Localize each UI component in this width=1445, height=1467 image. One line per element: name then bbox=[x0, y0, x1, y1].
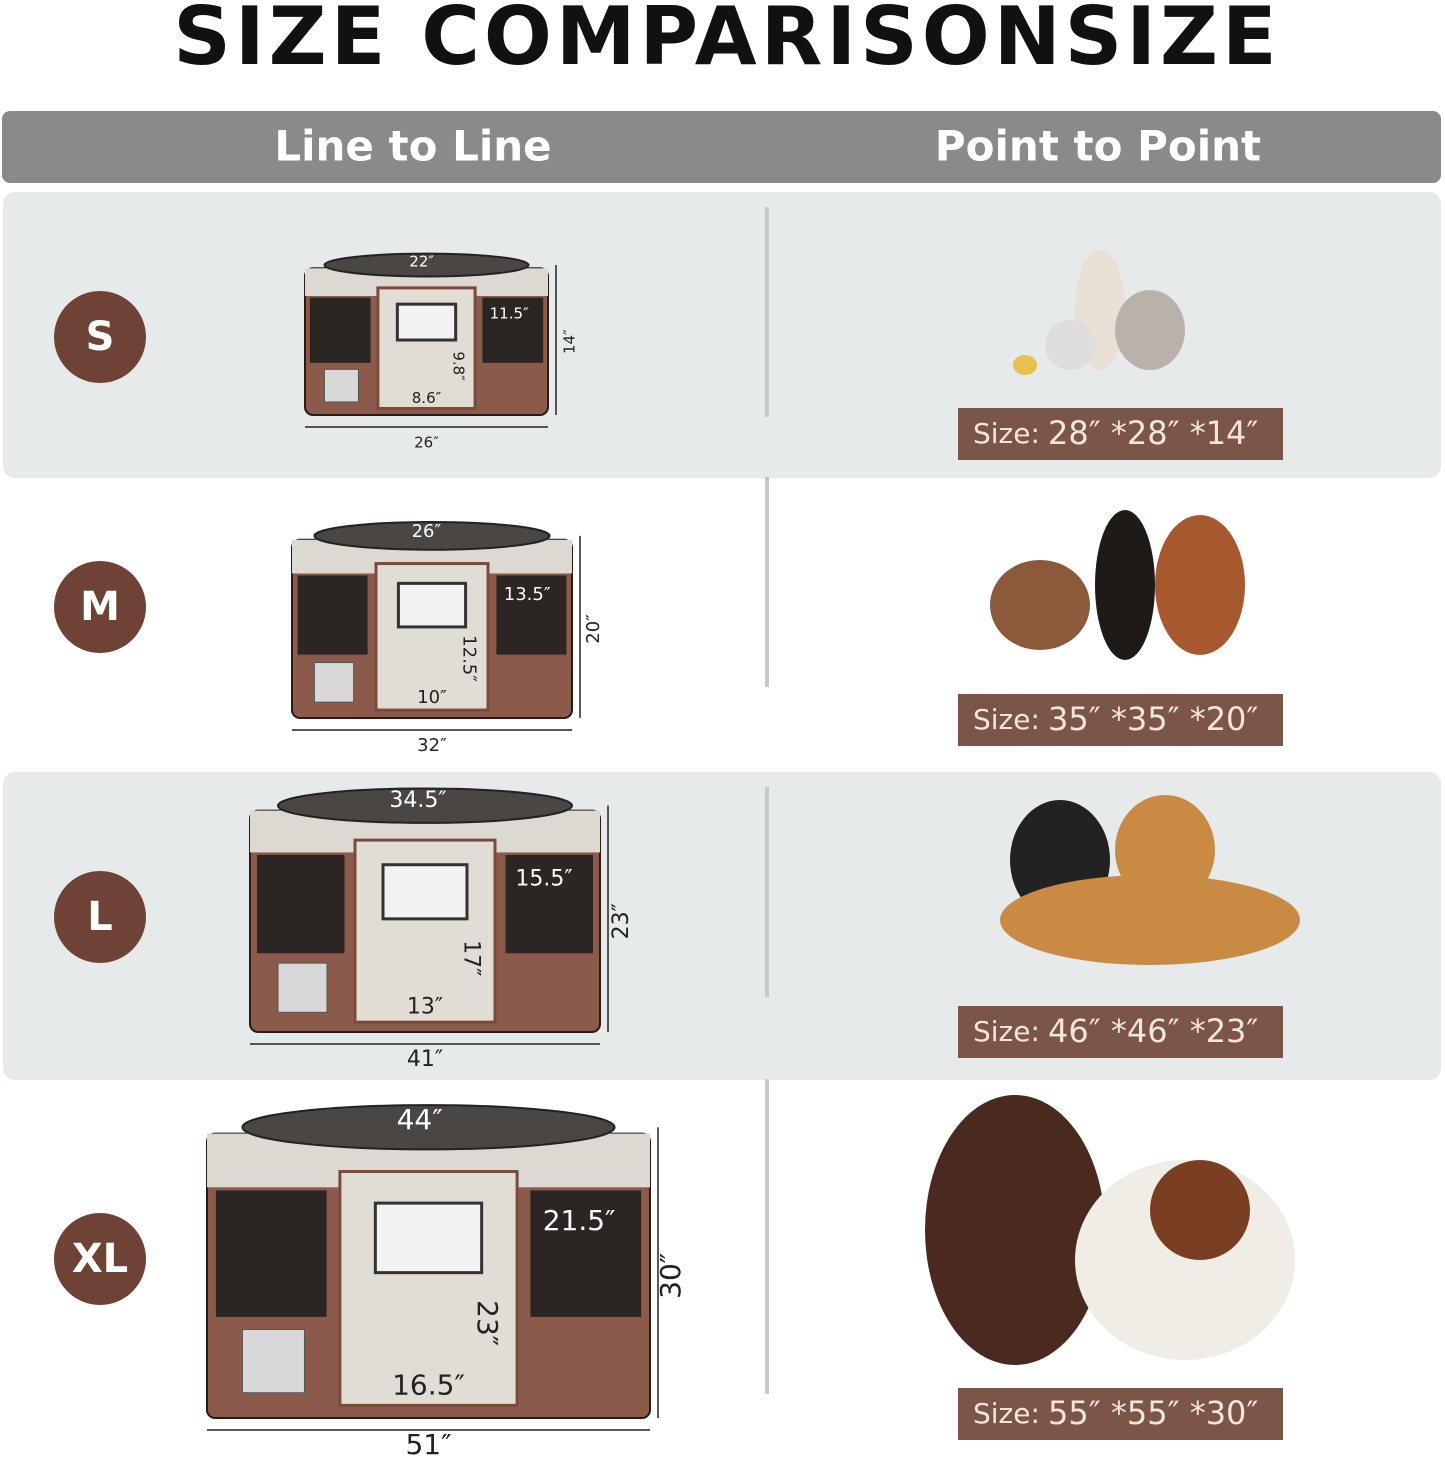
mesh-right bbox=[505, 854, 593, 954]
size-badge bbox=[54, 291, 146, 383]
dim-label: 9.8″ bbox=[450, 351, 468, 381]
dim-label: 8.6″ bbox=[412, 389, 442, 407]
animal bbox=[1095, 510, 1155, 660]
dim-label: 20″ bbox=[583, 614, 604, 644]
size-value: 28″ *28″ *14″ bbox=[1048, 414, 1258, 452]
playpen bbox=[249, 787, 601, 1033]
door-window bbox=[373, 1201, 484, 1275]
mesh-right bbox=[496, 575, 567, 655]
animal bbox=[1115, 290, 1185, 370]
dim-label: 16.5″ bbox=[392, 1368, 465, 1401]
size-letter: S bbox=[86, 314, 115, 360]
pen-top bbox=[241, 1104, 616, 1151]
size-prefix: Size: bbox=[973, 417, 1040, 450]
size-box bbox=[958, 694, 1283, 746]
size-prefix: Size: bbox=[973, 1015, 1040, 1048]
dim-label: 10″ bbox=[417, 687, 447, 708]
pen-top bbox=[313, 520, 551, 551]
animal bbox=[1045, 320, 1095, 370]
pen-top bbox=[323, 252, 530, 278]
door-frame bbox=[376, 286, 477, 410]
size-prefix: Size: bbox=[973, 1397, 1040, 1430]
mesh-right bbox=[482, 297, 544, 363]
size-letter: L bbox=[87, 894, 113, 940]
size-value: 46″ *46″ *23″ bbox=[1048, 1012, 1258, 1050]
animal-photo bbox=[1013, 250, 1185, 375]
dim-label: 23″ bbox=[471, 1300, 504, 1346]
size-letter: XL bbox=[72, 1236, 128, 1282]
title: SIZE COMPARISONSIZE bbox=[173, 0, 1280, 83]
dim-label: 13.5″ bbox=[504, 584, 551, 605]
pocket bbox=[323, 368, 359, 403]
door-window bbox=[381, 863, 469, 921]
dim-label: 17″ bbox=[459, 940, 484, 976]
mesh-left bbox=[309, 297, 371, 363]
pen-top bbox=[277, 787, 573, 824]
size-box bbox=[958, 1388, 1283, 1440]
animal bbox=[1115, 795, 1215, 905]
playpen bbox=[304, 252, 549, 416]
dim-label: 22″ bbox=[409, 252, 434, 270]
dim-label: 11.5″ bbox=[490, 304, 529, 322]
size-prefix: Size: bbox=[973, 703, 1040, 736]
dim-label: 41″ bbox=[407, 1047, 443, 1072]
size-badge bbox=[54, 561, 146, 653]
dim-label: 51″ bbox=[405, 1428, 451, 1461]
dim-label: 12.5″ bbox=[458, 635, 479, 682]
playpen bbox=[206, 1104, 651, 1419]
door-window bbox=[395, 302, 458, 342]
column-header: Point to Point bbox=[935, 122, 1261, 171]
animal-photo bbox=[925, 1095, 1295, 1365]
dim-label: 30″ bbox=[654, 1253, 687, 1299]
animal bbox=[1013, 355, 1037, 375]
animal bbox=[1155, 515, 1245, 655]
size-value: 35″ *35″ *20″ bbox=[1048, 700, 1258, 738]
mesh-left bbox=[257, 854, 345, 954]
header-band bbox=[2, 111, 1441, 183]
dim-label: 26″ bbox=[412, 521, 442, 542]
animal bbox=[925, 1095, 1105, 1365]
size-letter: M bbox=[80, 584, 120, 630]
dim-label: 15.5″ bbox=[515, 866, 572, 891]
dim-label: 34.5″ bbox=[389, 788, 446, 813]
animal-photo bbox=[1000, 795, 1300, 965]
size-box bbox=[958, 408, 1283, 460]
dim-label: 23″ bbox=[609, 903, 634, 939]
door-window bbox=[396, 581, 468, 629]
size-badge bbox=[54, 1213, 146, 1305]
dim-label: 26″ bbox=[414, 434, 439, 452]
dim-label: 14″ bbox=[561, 329, 579, 354]
animal-photo bbox=[990, 510, 1245, 660]
mesh-right bbox=[530, 1190, 642, 1317]
mesh-left bbox=[297, 575, 368, 655]
mesh-left bbox=[215, 1190, 327, 1317]
animal bbox=[1150, 1160, 1250, 1260]
column-header: Line to Line bbox=[274, 122, 551, 171]
animal bbox=[1000, 875, 1300, 965]
size-value: 55″ *55″ *30″ bbox=[1048, 1394, 1258, 1432]
pocket bbox=[313, 662, 355, 703]
animal bbox=[990, 560, 1090, 650]
playpen bbox=[291, 520, 573, 719]
dim-label: 44″ bbox=[397, 1103, 443, 1136]
pocket bbox=[241, 1329, 305, 1394]
dim-label: 32″ bbox=[417, 735, 447, 756]
dim-label: 13″ bbox=[407, 994, 443, 1019]
dim-label: 21.5″ bbox=[543, 1204, 616, 1237]
size-badge bbox=[54, 871, 146, 963]
pocket bbox=[277, 962, 328, 1013]
size-box bbox=[958, 1006, 1283, 1058]
